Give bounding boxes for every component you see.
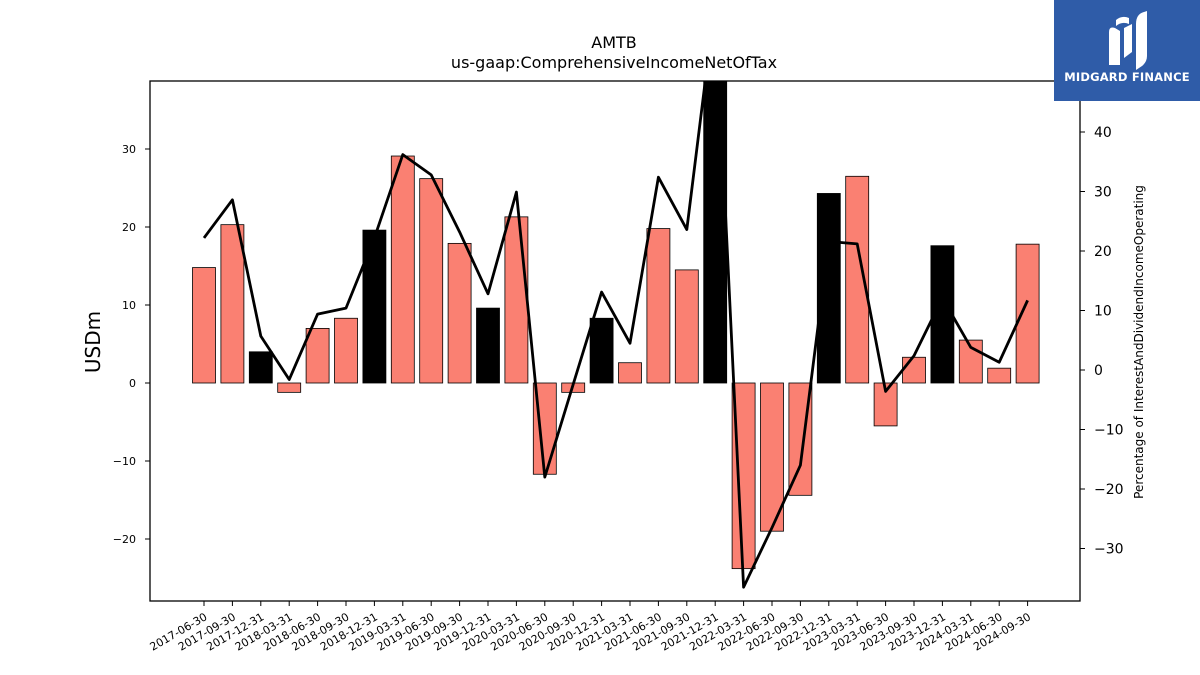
y2-tick-label: 30 — [1094, 185, 1112, 201]
y2-tick-label: 20 — [1094, 244, 1112, 260]
y2-tick-label: 10 — [1094, 304, 1112, 320]
bar — [618, 362, 642, 384]
midgard-logo-icon — [1109, 11, 1147, 70]
chart-title: AMTB — [591, 33, 637, 52]
brand-name: MIDGARD FINANCE — [1064, 70, 1190, 84]
bars-layer — [192, 81, 1040, 570]
y2-tick-label: 40 — [1094, 125, 1112, 141]
bar — [646, 228, 671, 384]
bar — [305, 327, 330, 384]
y2-tick-label: −30 — [1094, 542, 1124, 558]
bar — [248, 351, 273, 384]
y-tick-label: −10 — [113, 455, 136, 468]
chart-subtitle: us-gaap:ComprehensiveIncomeNetOfTax — [451, 53, 777, 72]
plot-frame — [149, 80, 1081, 602]
midgard-finance-logo: MIDGARD FINANCE — [1054, 0, 1200, 101]
y-axis-label: USDm — [81, 311, 105, 373]
y2-tick-label: −20 — [1094, 482, 1124, 498]
bar — [476, 307, 500, 384]
bar — [334, 317, 358, 384]
bar — [760, 382, 784, 532]
y-tick-label: −20 — [113, 533, 136, 546]
y2-tick-label: 0 — [1094, 363, 1103, 379]
bar — [589, 317, 614, 384]
bar — [987, 367, 1012, 384]
bar — [362, 229, 387, 384]
bar — [845, 175, 870, 384]
bar — [447, 242, 472, 384]
bar — [192, 267, 216, 384]
bar — [902, 356, 926, 384]
y-tick-label: 30 — [122, 143, 136, 156]
bar — [816, 193, 841, 384]
y-tick-label: 20 — [122, 221, 136, 234]
line-layer — [202, 81, 1029, 589]
y-tick-label: 0 — [129, 377, 136, 390]
bar — [419, 178, 444, 384]
bar — [703, 81, 728, 384]
bar — [504, 216, 529, 384]
bar — [674, 269, 699, 384]
y-tick-label: 10 — [122, 299, 136, 312]
bar — [873, 382, 898, 427]
bar — [220, 224, 245, 384]
bar — [277, 382, 302, 393]
y2-tick-label: −10 — [1094, 423, 1124, 439]
series-line — [202, 81, 1029, 589]
y2-axis-label: Percentage of InterestAndDividendIncomeO… — [1132, 185, 1146, 499]
bar — [930, 245, 955, 384]
bar — [390, 155, 415, 384]
bar — [1015, 243, 1040, 384]
